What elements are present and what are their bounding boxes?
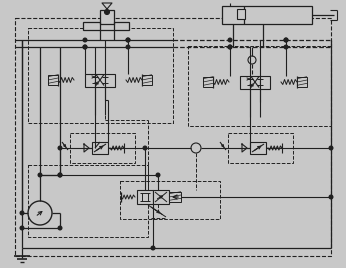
Circle shape [143, 146, 147, 150]
Circle shape [156, 173, 160, 177]
Bar [250, 142, 266, 154]
Circle shape [38, 173, 42, 177]
Circle shape [329, 146, 333, 150]
Bar [15, 18, 331, 256]
Circle shape [58, 173, 62, 177]
Bar [142, 75, 152, 85]
Circle shape [58, 173, 62, 177]
Circle shape [126, 45, 130, 49]
Bar [120, 181, 220, 219]
Circle shape [284, 45, 288, 49]
Circle shape [58, 226, 62, 230]
Circle shape [248, 56, 256, 64]
Bar [228, 133, 293, 163]
Bar [169, 192, 181, 202]
Circle shape [228, 38, 232, 42]
Circle shape [83, 45, 87, 49]
Bar [83, 22, 129, 30]
Bar [137, 190, 153, 204]
Bar [203, 77, 213, 87]
Circle shape [28, 201, 52, 225]
Bar [188, 46, 331, 126]
Bar [260, 76, 270, 88]
Bar [250, 76, 260, 88]
Circle shape [126, 38, 130, 42]
Bar [222, 6, 312, 24]
Bar [105, 73, 115, 87]
Bar [28, 28, 173, 123]
Circle shape [58, 146, 62, 150]
Circle shape [20, 211, 24, 215]
Circle shape [228, 45, 232, 49]
Bar [28, 165, 148, 237]
Circle shape [83, 45, 87, 49]
Bar [85, 73, 95, 87]
Bar [92, 142, 108, 154]
Circle shape [83, 38, 87, 42]
Bar [48, 75, 58, 85]
Circle shape [284, 38, 288, 42]
Bar [297, 77, 307, 87]
Bar [100, 10, 114, 24]
Circle shape [151, 246, 155, 250]
Circle shape [191, 143, 201, 153]
Circle shape [329, 195, 333, 199]
Circle shape [126, 38, 130, 42]
Bar [237, 9, 245, 19]
Circle shape [228, 45, 232, 49]
Bar [70, 133, 135, 163]
Circle shape [104, 9, 109, 14]
Circle shape [284, 38, 288, 42]
Bar [153, 190, 169, 204]
Bar [95, 73, 105, 87]
Circle shape [20, 226, 24, 230]
Bar [240, 76, 250, 88]
